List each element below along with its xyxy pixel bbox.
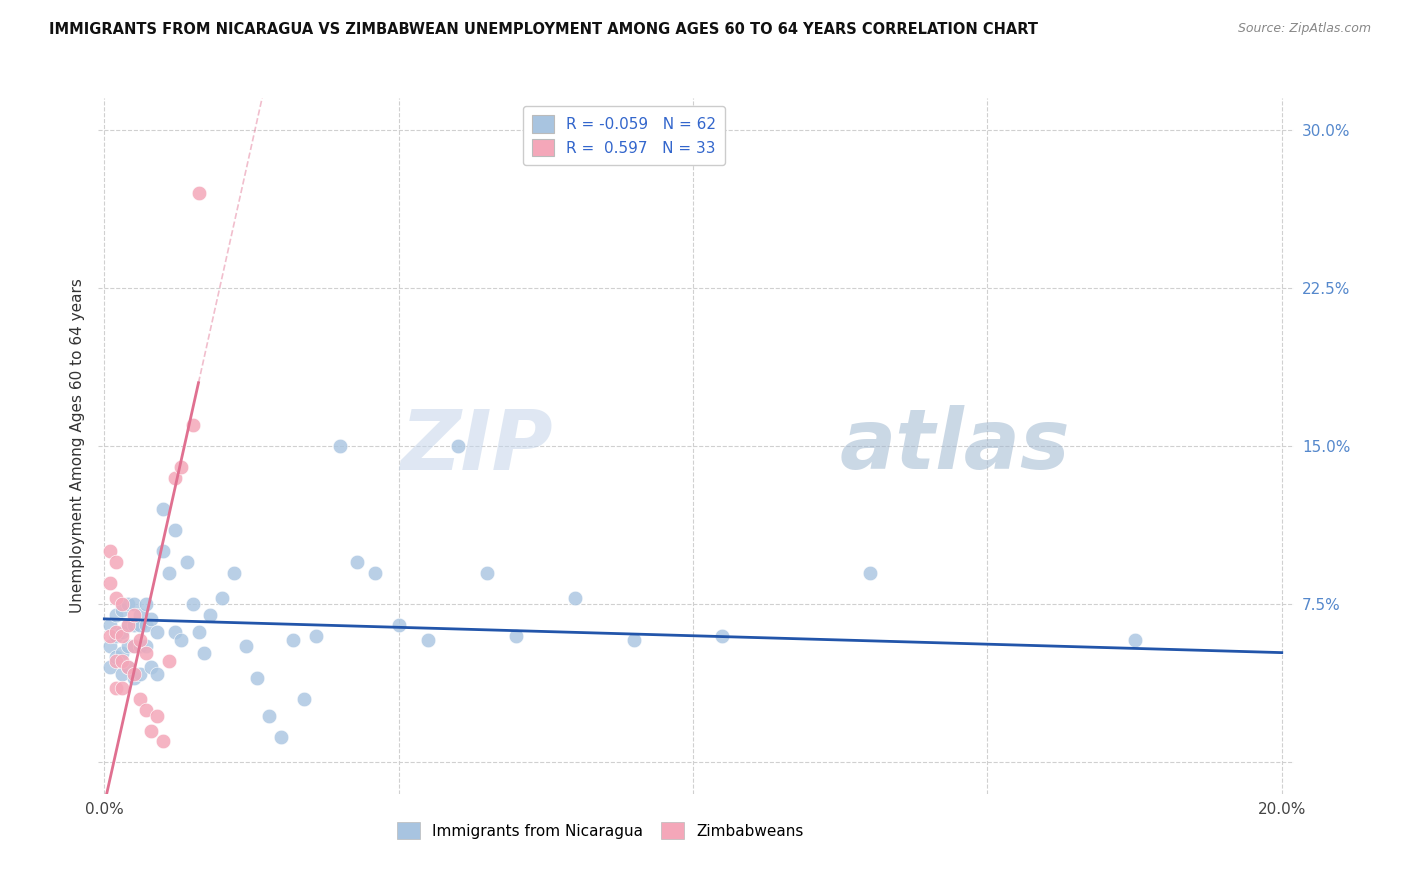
Point: [98, 660, 121, 674]
Point: [122, 597, 145, 611]
Point: [163, 624, 186, 639]
Point: [98, 576, 121, 591]
Point: [141, 723, 163, 738]
Point: [111, 629, 134, 643]
Text: IMMIGRANTS FROM NICARAGUA VS ZIMBABWEAN UNEMPLOYMENT AMONG AGES 60 TO 64 YEARS C: IMMIGRANTS FROM NICARAGUA VS ZIMBABWEAN …: [49, 22, 1038, 37]
Point: [446, 439, 468, 453]
Point: [128, 692, 150, 706]
Point: [222, 566, 245, 580]
Legend: Immigrants from Nicaragua, Zimbabweans: Immigrants from Nicaragua, Zimbabweans: [391, 815, 810, 846]
Point: [98, 618, 121, 632]
Point: [187, 624, 209, 639]
Point: [364, 566, 387, 580]
Point: [105, 649, 128, 664]
Point: [181, 597, 204, 611]
Point: [329, 439, 352, 453]
Point: [281, 632, 304, 647]
Point: [134, 597, 156, 611]
Point: [505, 629, 527, 643]
Point: [181, 417, 204, 432]
Point: [117, 660, 139, 674]
Point: [117, 660, 139, 674]
Point: [117, 618, 139, 632]
Point: [170, 632, 193, 647]
Point: [105, 681, 128, 696]
Point: [111, 646, 134, 660]
Point: [305, 629, 328, 643]
Point: [623, 632, 645, 647]
Point: [117, 618, 139, 632]
Point: [128, 640, 150, 654]
Point: [122, 640, 145, 654]
Point: [105, 555, 128, 569]
Point: [146, 666, 169, 681]
Point: [246, 671, 269, 685]
Point: [105, 654, 128, 668]
Point: [193, 646, 215, 660]
Point: [105, 629, 128, 643]
Point: [152, 734, 174, 748]
Point: [141, 660, 163, 674]
Point: [187, 186, 209, 200]
Point: [134, 702, 156, 716]
Point: [111, 624, 134, 639]
Point: [294, 692, 316, 706]
Point: [128, 632, 150, 647]
Point: [270, 730, 292, 744]
Point: [111, 603, 134, 617]
Point: [141, 612, 163, 626]
Point: [1123, 632, 1146, 647]
Point: [163, 470, 186, 484]
Point: [157, 566, 180, 580]
Point: [111, 597, 134, 611]
Y-axis label: Unemployment Among Ages 60 to 64 years: Unemployment Among Ages 60 to 64 years: [69, 278, 84, 614]
Point: [564, 591, 586, 605]
Point: [388, 618, 411, 632]
Point: [105, 591, 128, 605]
Point: [711, 629, 734, 643]
Point: [170, 460, 193, 475]
Point: [105, 607, 128, 622]
Point: [128, 607, 150, 622]
Point: [176, 555, 198, 569]
Point: [416, 632, 439, 647]
Point: [211, 591, 233, 605]
Text: ZIP: ZIP: [399, 406, 553, 486]
Point: [98, 629, 121, 643]
Point: [152, 544, 174, 558]
Point: [134, 640, 156, 654]
Point: [128, 618, 150, 632]
Text: Source: ZipAtlas.com: Source: ZipAtlas.com: [1237, 22, 1371, 36]
Point: [157, 654, 180, 668]
Point: [475, 566, 498, 580]
Point: [146, 709, 169, 723]
Point: [122, 618, 145, 632]
Point: [346, 555, 368, 569]
Point: [235, 640, 257, 654]
Point: [122, 640, 145, 654]
Point: [105, 624, 128, 639]
Point: [200, 607, 222, 622]
Point: [117, 597, 139, 611]
Point: [122, 666, 145, 681]
Point: [111, 666, 134, 681]
Point: [122, 671, 145, 685]
Text: atlas: atlas: [839, 406, 1070, 486]
Point: [163, 524, 186, 538]
Point: [146, 624, 169, 639]
Point: [257, 709, 280, 723]
Point: [98, 640, 121, 654]
Point: [111, 681, 134, 696]
Point: [859, 566, 882, 580]
Point: [111, 654, 134, 668]
Point: [122, 607, 145, 622]
Point: [117, 640, 139, 654]
Point: [152, 502, 174, 516]
Point: [128, 666, 150, 681]
Point: [134, 618, 156, 632]
Point: [134, 646, 156, 660]
Point: [98, 544, 121, 558]
